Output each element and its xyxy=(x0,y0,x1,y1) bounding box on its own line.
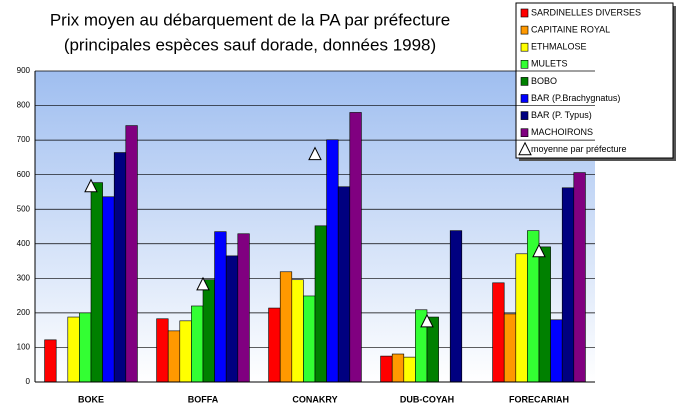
average-marker xyxy=(196,276,210,291)
bar xyxy=(167,330,181,383)
bar xyxy=(225,255,239,383)
bar xyxy=(113,152,127,383)
legend xyxy=(515,2,674,159)
chart-subtitle: (principales espèces sauf dorade, donnée… xyxy=(64,35,436,54)
legend-label: BAR (P.Brachygnatus) xyxy=(531,93,620,103)
bar xyxy=(191,305,204,383)
x-tick-label: FORECARIAH xyxy=(509,394,569,404)
bar xyxy=(573,172,586,383)
x-tick-label: DUB-COYAH xyxy=(400,394,454,404)
bar xyxy=(202,279,215,383)
y-tick-label: 500 xyxy=(17,204,31,213)
legend-swatch xyxy=(520,77,529,86)
bar xyxy=(515,253,528,383)
bar xyxy=(314,225,327,383)
bar xyxy=(291,279,304,383)
x-tick-label: BOFFA xyxy=(188,394,219,404)
bar xyxy=(125,125,138,383)
bar xyxy=(380,355,393,383)
y-tick-label: 100 xyxy=(17,343,31,352)
legend-label: MACHOIRONS xyxy=(531,127,593,137)
bar xyxy=(449,230,463,383)
bar xyxy=(538,246,551,383)
legend-label: MULETS xyxy=(531,59,568,69)
legend-label: ETHMALOSE xyxy=(531,42,587,52)
bar xyxy=(79,312,92,383)
bar xyxy=(156,318,169,383)
bar xyxy=(337,186,351,383)
average-marker xyxy=(532,243,546,258)
bar xyxy=(503,313,517,383)
legend-swatch xyxy=(520,94,529,103)
average-marker xyxy=(84,178,98,193)
legend-swatch xyxy=(520,128,529,137)
bar xyxy=(67,316,80,383)
bar xyxy=(90,182,103,383)
chart-title: Prix moyen au débarquement de la PA par … xyxy=(50,10,450,29)
x-tick-label: BOKE xyxy=(78,394,104,404)
legend-swatch xyxy=(520,25,529,35)
bar xyxy=(326,139,339,383)
average-marker xyxy=(308,146,322,161)
legend-swatch xyxy=(520,42,529,52)
bar xyxy=(102,196,115,383)
bar xyxy=(303,295,316,383)
bar xyxy=(492,282,505,383)
y-tick-label: 600 xyxy=(17,170,31,179)
bar xyxy=(561,187,575,383)
y-tick-label: 0 xyxy=(26,377,31,386)
y-tick-label: 800 xyxy=(17,101,31,110)
y-tick-label: 400 xyxy=(17,239,31,248)
legend-label: SARDINELLES DIVERSES xyxy=(531,7,641,17)
legend-label: moyenne par préfecture xyxy=(531,144,627,154)
legend-label: BOBO xyxy=(531,76,557,86)
y-tick-label: 900 xyxy=(17,66,31,75)
x-tick-label: CONAKRY xyxy=(292,394,337,404)
bar xyxy=(279,271,293,383)
legend-swatch xyxy=(520,111,529,120)
bar xyxy=(179,320,192,383)
bar xyxy=(268,307,281,383)
legend-label: BAR (P. Typus) xyxy=(531,110,592,120)
bar xyxy=(349,112,362,383)
y-tick-label: 200 xyxy=(17,308,31,317)
bar xyxy=(403,356,416,383)
legend-label: CAPITAINE ROYAL xyxy=(531,24,610,34)
bar xyxy=(214,231,227,383)
average-marker xyxy=(420,313,434,328)
bar xyxy=(550,319,563,383)
bar xyxy=(44,339,57,383)
bar xyxy=(237,233,250,383)
legend-marker xyxy=(518,141,532,156)
y-tick-label: 300 xyxy=(17,273,31,282)
bar xyxy=(391,353,405,383)
legend-swatch xyxy=(520,59,529,69)
legend-swatch xyxy=(520,8,529,18)
y-tick-label: 700 xyxy=(17,135,31,144)
